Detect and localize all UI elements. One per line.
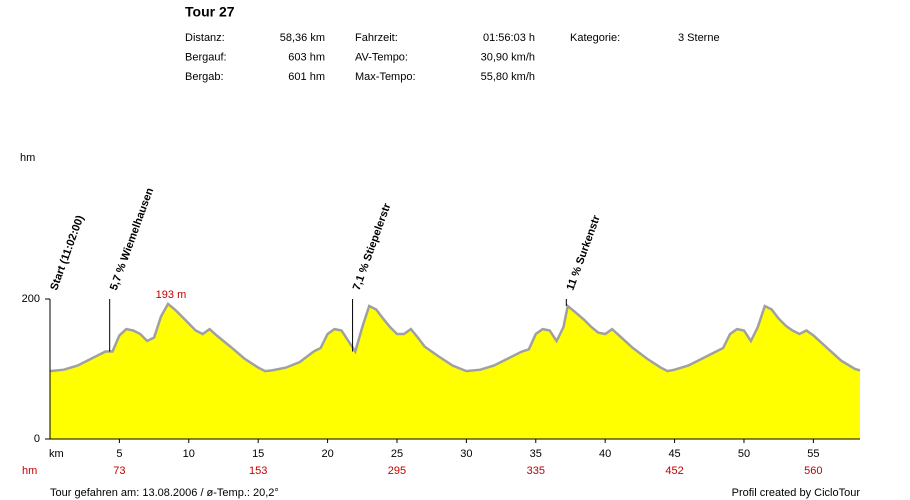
stat-label: AV-Tempo:	[355, 51, 408, 63]
climb-label: 560	[804, 465, 822, 477]
climb-label: 452	[665, 465, 683, 477]
stat-value: 01:56:03 h	[483, 32, 535, 44]
marker-label: 5,7 % Wiemelhausen	[108, 186, 156, 292]
y-tick-label: 0	[34, 433, 40, 445]
x-tick-label: 30	[460, 448, 472, 460]
peak-label: 193 m	[156, 289, 187, 301]
x-tick-label: 40	[599, 448, 611, 460]
marker-label: 11 % Surkenstr	[565, 213, 603, 292]
x-axis-label: km	[49, 448, 64, 460]
x-tick-label: 55	[807, 448, 819, 460]
marker-label: Start (11:02:00)	[48, 213, 86, 292]
climb-label: 73	[113, 465, 125, 477]
x-tick-label: 25	[391, 448, 403, 460]
stat-value: 3 Sterne	[678, 32, 720, 44]
climb-label: 295	[388, 465, 406, 477]
profile-line	[49, 301, 861, 373]
stat-label: Kategorie:	[570, 32, 620, 44]
x-tick-label: 10	[183, 448, 195, 460]
stat-value: 603 hm	[288, 51, 325, 63]
title: Tour 27	[185, 4, 235, 20]
stat-label: Max-Tempo:	[355, 71, 416, 83]
x-tick-label: 50	[738, 448, 750, 460]
stat-label: Fahrzeit:	[355, 32, 398, 44]
marker-label: 7,1 % Stiepelerstr	[351, 201, 394, 292]
stat-value: 30,90 km/h	[481, 51, 535, 63]
stat-value: 55,80 km/h	[481, 71, 535, 83]
footer-right: Profil created by CicloTour	[732, 487, 861, 499]
climb-row-label: hm	[22, 465, 37, 477]
x-tick-label: 20	[321, 448, 333, 460]
climb-label: 335	[527, 465, 545, 477]
x-tick-label: 15	[252, 448, 264, 460]
x-tick-label: 45	[668, 448, 680, 460]
x-tick-label: 35	[530, 448, 542, 460]
x-tick-label: 5	[116, 448, 122, 460]
stat-label: Bergab:	[185, 71, 224, 83]
stat-value: 58,36 km	[280, 32, 325, 44]
climb-label: 153	[249, 465, 267, 477]
y-axis-label: hm	[20, 152, 35, 164]
footer-left: Tour gefahren am: 13.08.2006 / ø-Temp.: …	[50, 487, 279, 499]
y-tick-label: 200	[22, 293, 40, 305]
area	[50, 303, 860, 439]
stat-label: Bergauf:	[185, 51, 227, 63]
stat-label: Distanz:	[185, 32, 225, 44]
stat-value: 601 hm	[288, 71, 325, 83]
